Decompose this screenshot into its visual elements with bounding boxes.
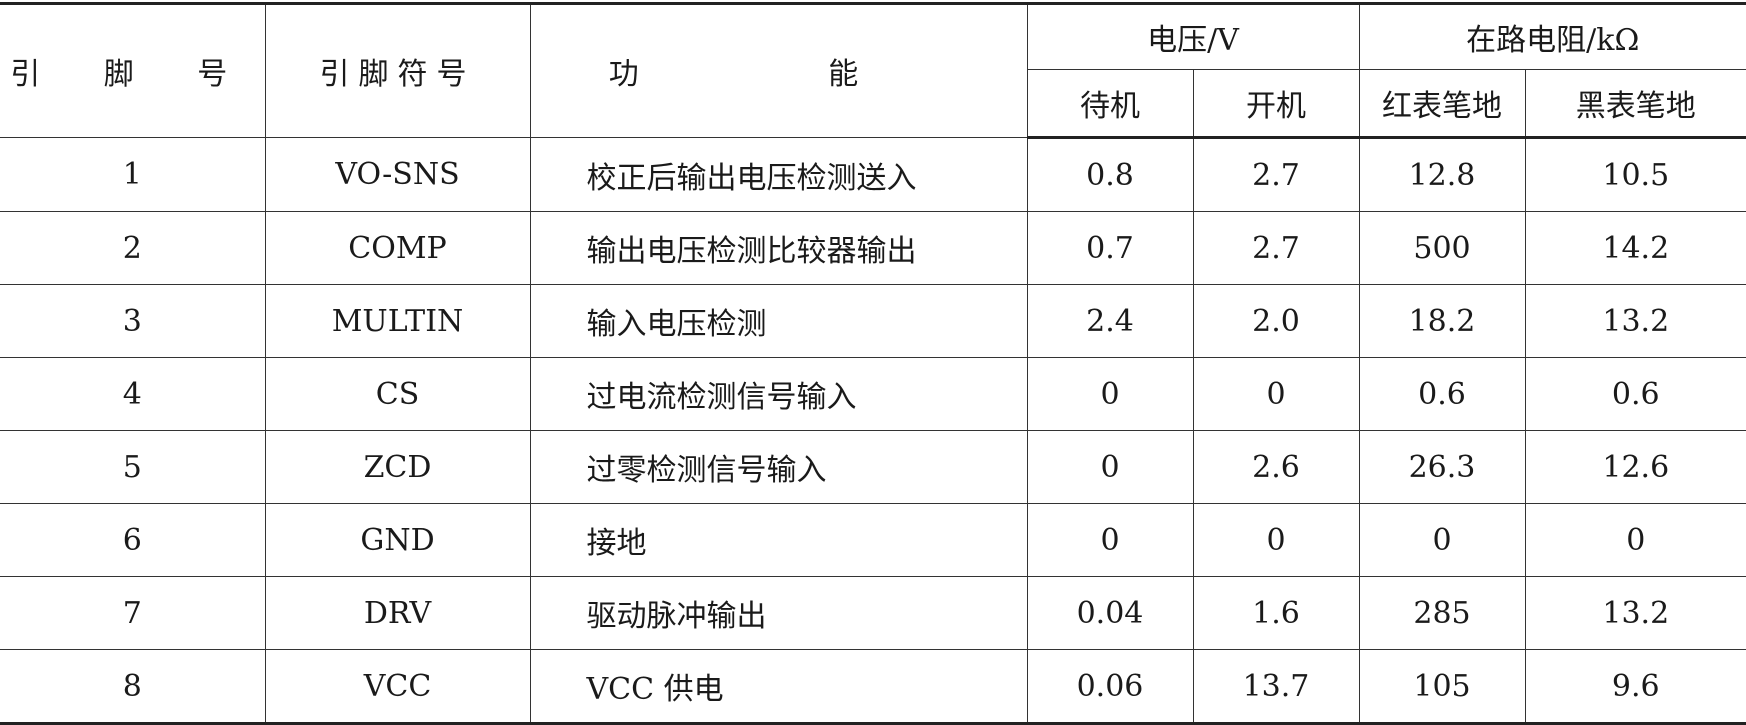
header-on: 开机 — [1192, 69, 1360, 139]
header-pin-symbol: 引脚符号 — [264, 2, 531, 138]
header-red-ground: 红表笔地 — [1358, 69, 1526, 139]
header-voltage: 电压/V — [1026, 2, 1360, 70]
cell-function: 输出电压检测比较器输出 — [529, 211, 1028, 285]
cell-on: 1.6 — [1192, 576, 1360, 650]
cell-on: 0 — [1192, 503, 1360, 577]
cell-function: 驱动脉冲输出 — [529, 576, 1028, 650]
cell-on: 2.0 — [1192, 284, 1360, 358]
cell-red: 285 — [1358, 576, 1526, 650]
cell-on: 13.7 — [1192, 649, 1360, 725]
cell-function: 校正后输出电压检测送入 — [529, 137, 1028, 212]
table-row: 8 VCC VCC 供电 0.06 13.7 105 9.6 — [0, 649, 1746, 725]
cell-function: 接地 — [529, 503, 1028, 577]
header-standby: 待机 — [1027, 69, 1194, 139]
cell-pin: 4 — [0, 357, 266, 431]
cell-black: 12.6 — [1524, 430, 1746, 504]
cell-pin: 3 — [0, 284, 266, 358]
cell-symbol: CS — [264, 357, 531, 431]
cell-black: 0 — [1524, 503, 1746, 577]
cell-standby: 0 — [1026, 357, 1194, 431]
cell-standby: 0.7 — [1026, 211, 1194, 285]
cell-on: 2.7 — [1192, 137, 1360, 212]
cell-on: 0 — [1192, 357, 1360, 431]
cell-function: 过电流检测信号输入 — [529, 357, 1028, 431]
table-row: 2 COMP 输出电压检测比较器输出 0.7 2.7 500 14.2 — [0, 211, 1746, 285]
cell-symbol: VO-SNS — [264, 137, 531, 212]
table-row: 6 GND 接地 0 0 0 0 — [0, 503, 1746, 577]
cell-function: VCC 供电 — [529, 649, 1028, 725]
cell-function: 过零检测信号输入 — [529, 430, 1028, 504]
cell-standby: 0.04 — [1026, 576, 1194, 650]
table-row: 1 VO-SNS 校正后输出电压检测送入 0.8 2.7 12.8 10.5 — [0, 137, 1746, 212]
cell-pin: 6 — [0, 503, 266, 577]
table-row: 3 MULTIN 输入电压检测 2.4 2.0 18.2 13.2 — [0, 284, 1746, 358]
cell-pin: 2 — [0, 211, 266, 285]
header-black-ground: 黑表笔地 — [1524, 69, 1746, 139]
cell-pin: 1 — [0, 137, 266, 212]
cell-symbol: VCC — [264, 649, 531, 725]
cell-black: 13.2 — [1524, 576, 1746, 650]
cell-pin: 7 — [0, 576, 266, 650]
header-pin-no: 引 脚 号 — [0, 2, 266, 138]
header-function: 功 能 — [529, 2, 1028, 138]
cell-red: 0.6 — [1358, 357, 1526, 431]
header-resistance: 在路电阻/kΩ — [1358, 2, 1746, 70]
cell-red: 105 — [1358, 649, 1526, 725]
cell-red: 0 — [1358, 503, 1526, 577]
cell-on: 2.7 — [1192, 211, 1360, 285]
cell-black: 10.5 — [1524, 137, 1746, 212]
cell-red: 12.8 — [1358, 137, 1526, 212]
cell-standby: 0.8 — [1026, 137, 1194, 212]
cell-symbol: DRV — [264, 576, 531, 650]
cell-standby: 0 — [1026, 430, 1194, 504]
cell-symbol: MULTIN — [264, 284, 531, 358]
cell-pin: 8 — [0, 649, 266, 725]
table-row: 4 CS 过电流检测信号输入 0 0 0.6 0.6 — [0, 357, 1746, 431]
cell-pin: 5 — [0, 430, 266, 504]
cell-black: 9.6 — [1524, 649, 1746, 725]
cell-black: 13.2 — [1524, 284, 1746, 358]
table-row: 7 DRV 驱动脉冲输出 0.04 1.6 285 13.2 — [0, 576, 1746, 650]
cell-red: 500 — [1358, 211, 1526, 285]
cell-black: 14.2 — [1524, 211, 1746, 285]
cell-standby: 2.4 — [1026, 284, 1194, 358]
cell-function: 输入电压检测 — [529, 284, 1028, 358]
cell-black: 0.6 — [1524, 357, 1746, 431]
cell-standby: 0.06 — [1026, 649, 1194, 725]
cell-red: 18.2 — [1358, 284, 1526, 358]
cell-red: 26.3 — [1358, 430, 1526, 504]
cell-symbol: GND — [264, 503, 531, 577]
cell-symbol: ZCD — [264, 430, 531, 504]
table-row: 5 ZCD 过零检测信号输入 0 2.6 26.3 12.6 — [0, 430, 1746, 504]
cell-on: 2.6 — [1192, 430, 1360, 504]
cell-standby: 0 — [1026, 503, 1194, 577]
cell-symbol: COMP — [264, 211, 531, 285]
